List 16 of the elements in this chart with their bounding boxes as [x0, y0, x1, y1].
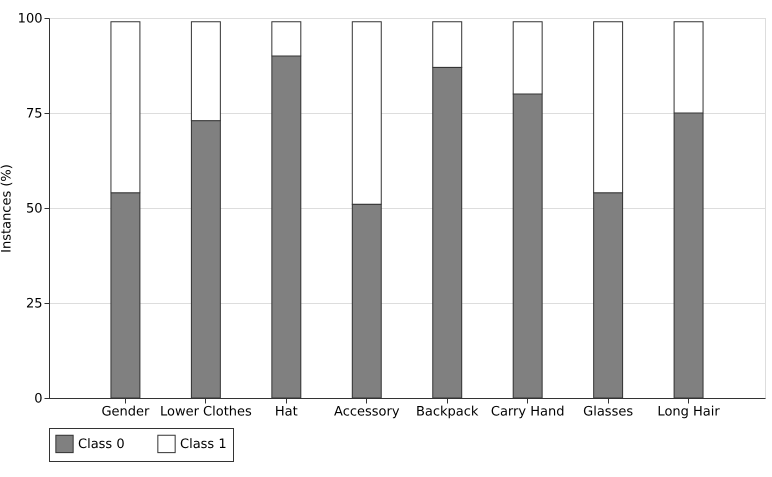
x-tick-label: Hat [274, 404, 298, 420]
x-tick-label: Long Hair [657, 404, 720, 420]
x-tick-label: Lower Clothes [160, 404, 252, 420]
legend-label: Class 1 [180, 436, 227, 452]
y-axis-title: Instances (%) [0, 164, 15, 253]
y-tick-label: 75 [26, 106, 42, 122]
y-tick-label: 25 [26, 296, 42, 312]
y-tick-label: 0 [34, 392, 42, 406]
x-tick-label: Backpack [416, 404, 479, 420]
y-tick-label: 100 [18, 12, 42, 26]
y-tick-label: 50 [26, 202, 42, 216]
x-tick-label: Gender [101, 404, 150, 420]
x-tick-label: Accessory [334, 404, 400, 420]
x-tick-label: Carry Hand [490, 404, 564, 420]
legend-label: Class 0 [78, 436, 125, 452]
x-tick-label: Glasses [583, 404, 634, 420]
